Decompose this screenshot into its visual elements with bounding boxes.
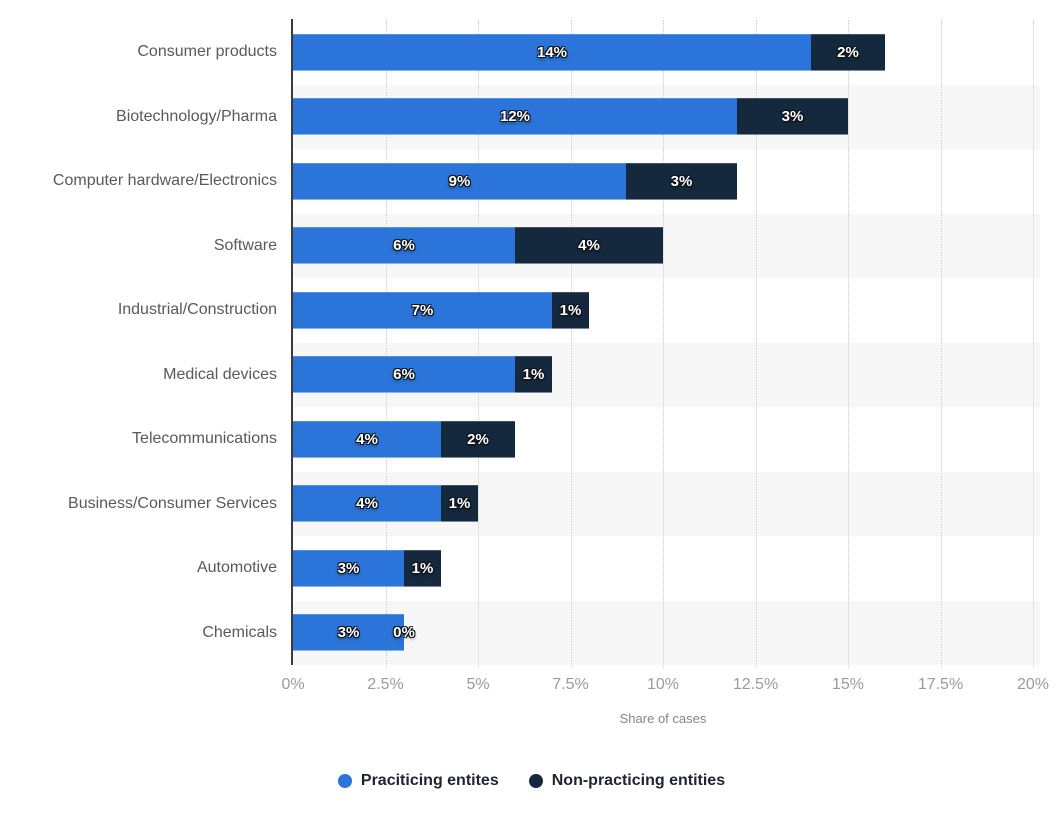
bar-value-label: 6% (393, 366, 415, 384)
plot-area: 14% 2% 12% 3% 9% 3% 6% 4% 7% 1% 6% 1% 4% 2% 4% 1% 3% 1% 3%… (291, 19, 1040, 668)
bar-row: 7% 1% (293, 291, 1040, 329)
category-label: Medical devices (163, 365, 277, 383)
grid-line (848, 20, 849, 668)
bar-segment-non-practicing (552, 291, 589, 329)
legend-marker-non-practicing-icon (528, 774, 543, 788)
bar-value-label: 1% (559, 301, 582, 319)
grid-line (385, 20, 387, 668)
bar-segment-non-practicing (515, 356, 552, 394)
bar-segment-practicing (293, 291, 552, 329)
bar-value-label: 4% (578, 237, 600, 255)
bar-segment-practicing (293, 356, 515, 394)
bar-row: 3% 0% (293, 614, 1040, 652)
x-tick-label: 2.5% (367, 676, 404, 693)
category-label: Biotechnology/Pharma (116, 107, 277, 125)
grid-line (1033, 20, 1034, 668)
category-axis: Consumer products Biotechnology/Pharma Com… (0, 20, 277, 665)
bar-value-label: 4% (356, 430, 378, 448)
x-tick-label: 0% (281, 676, 305, 693)
bar-row: 6% 1% (293, 356, 1040, 394)
bar-value-label: 4% (356, 495, 378, 513)
legend-item-practicing-entities: Praciticing entites (337, 772, 499, 790)
category-label: Computer hardware/Electronics (52, 172, 277, 190)
bar-row: 6% 4% (293, 227, 1040, 265)
bar-value-label: 2% (837, 43, 859, 61)
category-label: Automotive (196, 559, 277, 577)
legend-item-non-practicing-entities: Non-practicing entities (528, 772, 726, 790)
bar-value-label: 0% (393, 624, 415, 642)
bar-value-label: 3% (670, 172, 693, 190)
bar-segment-practicing (293, 33, 811, 71)
bar-segment-non-practicing (515, 227, 663, 265)
x-axis-title: Share of cases (619, 711, 707, 726)
legend: Praciticing entites Non-practicing entiti… (0, 772, 1063, 790)
bar-row: 9% 3% (293, 162, 1040, 200)
bar-segment-practicing (293, 420, 441, 458)
category-label: Consumer products (137, 43, 277, 61)
grid-line (940, 20, 942, 668)
bar-segment-practicing (293, 485, 441, 523)
x-tick-label: 12.5% (732, 676, 779, 693)
bar-value-label: 6% (393, 237, 415, 255)
bar-segment-non-practicing (441, 420, 515, 458)
bar-value-label: 3% (337, 559, 360, 577)
bar-segment-non-practicing (626, 162, 737, 200)
category-label: Telecommunications (132, 430, 277, 448)
bar-row: 14% 2% (293, 33, 1040, 71)
bar-row: 4% 1% (293, 485, 1040, 523)
bar-segment-non-practicing (404, 549, 441, 587)
bar-value-label: 12% (499, 108, 531, 126)
bar-segment-non-practicing (737, 98, 848, 136)
bar-segment-non-practicing (441, 485, 478, 523)
x-tick-label: 17.5% (917, 676, 964, 693)
grid-line (755, 20, 757, 668)
bar-segment-practicing (293, 614, 404, 652)
bar-value-label: 1% (448, 495, 471, 513)
x-tick-label: 7.5% (552, 676, 589, 693)
bar-value-label: 1% (411, 559, 434, 577)
grid-line (478, 20, 479, 668)
bar-segment-practicing (293, 162, 626, 200)
grid-line (663, 20, 664, 668)
legend-label: Non-practicing entities (551, 772, 726, 789)
bar-row: 4% 2% (293, 420, 1040, 458)
bar-segment-practicing (293, 98, 737, 136)
bar-segment-practicing (293, 227, 515, 265)
legend-marker-practicing-icon (337, 774, 352, 788)
category-label: Software (213, 236, 277, 254)
category-label: Chemicals (202, 623, 277, 641)
bar-segment-non-practicing (811, 33, 885, 71)
category-label: Business/Consumer Services (68, 494, 277, 512)
bar-value-label: 14% (536, 43, 568, 61)
bar-row: 3% 1% (293, 549, 1040, 587)
bar-value-label: 7% (411, 301, 434, 319)
y-axis-line (291, 19, 293, 665)
x-tick-label: 15% (831, 676, 865, 693)
bar-row: 12% 3% (293, 98, 1040, 136)
row-stripe (293, 600, 1040, 665)
x-axis-ticks: 0% 2.5% 5% 7.5% 10% 12.5% 15% 17.5% 20% (281, 676, 1049, 698)
bar-value-label: 2% (467, 430, 489, 448)
grid-line (570, 20, 572, 668)
x-tick-label: 5% (466, 676, 490, 693)
bar-value-label: 3% (781, 108, 804, 126)
bar-value-label: 9% (448, 172, 471, 190)
bar-value-label: 3% (337, 624, 360, 642)
bar-value-label: 1% (522, 366, 545, 384)
legend-label: Praciticing entites (360, 772, 499, 789)
x-tick-label: 10% (646, 676, 680, 693)
bar-segment-practicing (293, 549, 404, 587)
category-label: Industrial/Construction (117, 301, 277, 319)
x-tick-label: 20% (1016, 676, 1050, 693)
